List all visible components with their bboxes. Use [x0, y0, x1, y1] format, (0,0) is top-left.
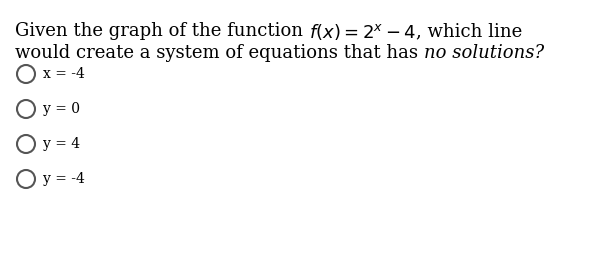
Text: Given the graph of the function: Given the graph of the function — [15, 22, 309, 40]
Text: $f(x) = 2^x - 4$: $f(x) = 2^x - 4$ — [309, 22, 416, 42]
Text: x = -4: x = -4 — [43, 67, 85, 81]
Text: no solutions?: no solutions? — [424, 44, 544, 62]
Text: y = -4: y = -4 — [43, 172, 85, 186]
Text: y = 4: y = 4 — [43, 137, 80, 151]
Text: y = 0: y = 0 — [43, 102, 80, 116]
Text: would create a system of equations that has: would create a system of equations that … — [15, 44, 424, 62]
Text: , which line: , which line — [416, 22, 522, 40]
